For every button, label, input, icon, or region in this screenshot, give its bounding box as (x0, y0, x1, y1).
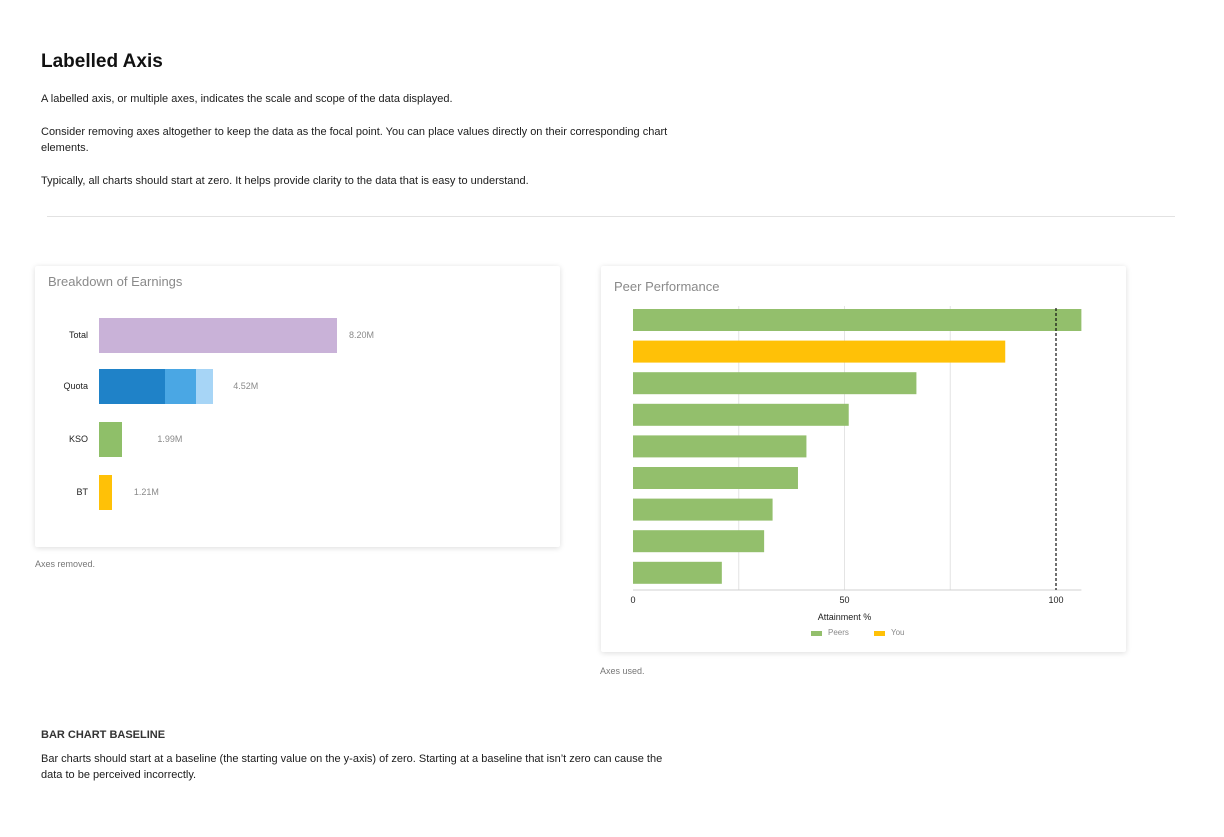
peer-bar-peer (633, 467, 798, 489)
peer-bar-you (633, 340, 1006, 363)
earnings-bar-quota-segment (165, 369, 197, 404)
peer-caption: Axes used. (600, 666, 645, 676)
earnings-bar-kso (99, 422, 123, 457)
earnings-caption: Axes removed. (35, 559, 96, 569)
earnings-bar-quota-segment (196, 369, 214, 404)
peer-bar-peer (633, 372, 917, 395)
earnings-value-label: 1.21M (133, 486, 159, 497)
peer-bar-peer (633, 309, 1082, 331)
earnings-bar-quota-segment (99, 369, 166, 404)
page-title: Labelled Axis (41, 51, 163, 72)
peer-x-tick-label: 100 (1048, 595, 1064, 605)
peer-bar-peer (633, 561, 722, 584)
peer-x-axis-title: Attainment % (817, 612, 872, 622)
peer-bar-peer (633, 435, 807, 458)
peer-legend-label: Peers (828, 628, 849, 637)
earnings-chart-title: Breakdown of Earnings (48, 274, 183, 289)
peer-bar-peer (633, 530, 765, 553)
peer-chart-svg (633, 306, 1082, 591)
earnings-bar-bt (99, 475, 112, 510)
earnings-row-label: BT (76, 486, 88, 497)
axes-paragraph: Consider removing axes altogether to kee… (41, 126, 668, 154)
peer-legend-swatch-you (874, 631, 885, 636)
baseline-heading: BAR CHART BASELINE (41, 729, 166, 741)
peer-x-tick-label: 0 (630, 595, 636, 605)
earnings-value-label: 4.52M (233, 380, 259, 391)
earnings-row-label: KSO (68, 433, 88, 444)
intro-paragraph: A labelled axis, or multiple axes, indic… (41, 93, 453, 105)
section-divider (47, 216, 1175, 217)
peer-chart-title: Peer Performance (614, 279, 720, 294)
earnings-value-label: 8.20M (349, 329, 375, 340)
zero-paragraph: Typically, all charts should start at ze… (41, 175, 529, 187)
earnings-value-label: 1.99M (157, 433, 183, 444)
peer-chart-card: Peer Performance 0 50 100 Attainment % Peers… (601, 266, 1126, 652)
peer-legend-label: You (891, 628, 905, 637)
peer-x-tick-label: 50 (839, 595, 850, 605)
baseline-paragraph: Bar charts should start at a baseline (t… (41, 753, 663, 781)
peer-bar-peer (633, 403, 849, 426)
peer-bar-peer (633, 498, 773, 521)
earnings-bar-total (99, 318, 337, 353)
earnings-row-label: Quota (63, 380, 88, 391)
earnings-chart-card: Breakdown of Earnings Total 8.20M Quota 4.5… (35, 266, 560, 547)
earnings-row-label: Total (68, 329, 88, 340)
peer-legend-swatch-peers (811, 631, 822, 636)
